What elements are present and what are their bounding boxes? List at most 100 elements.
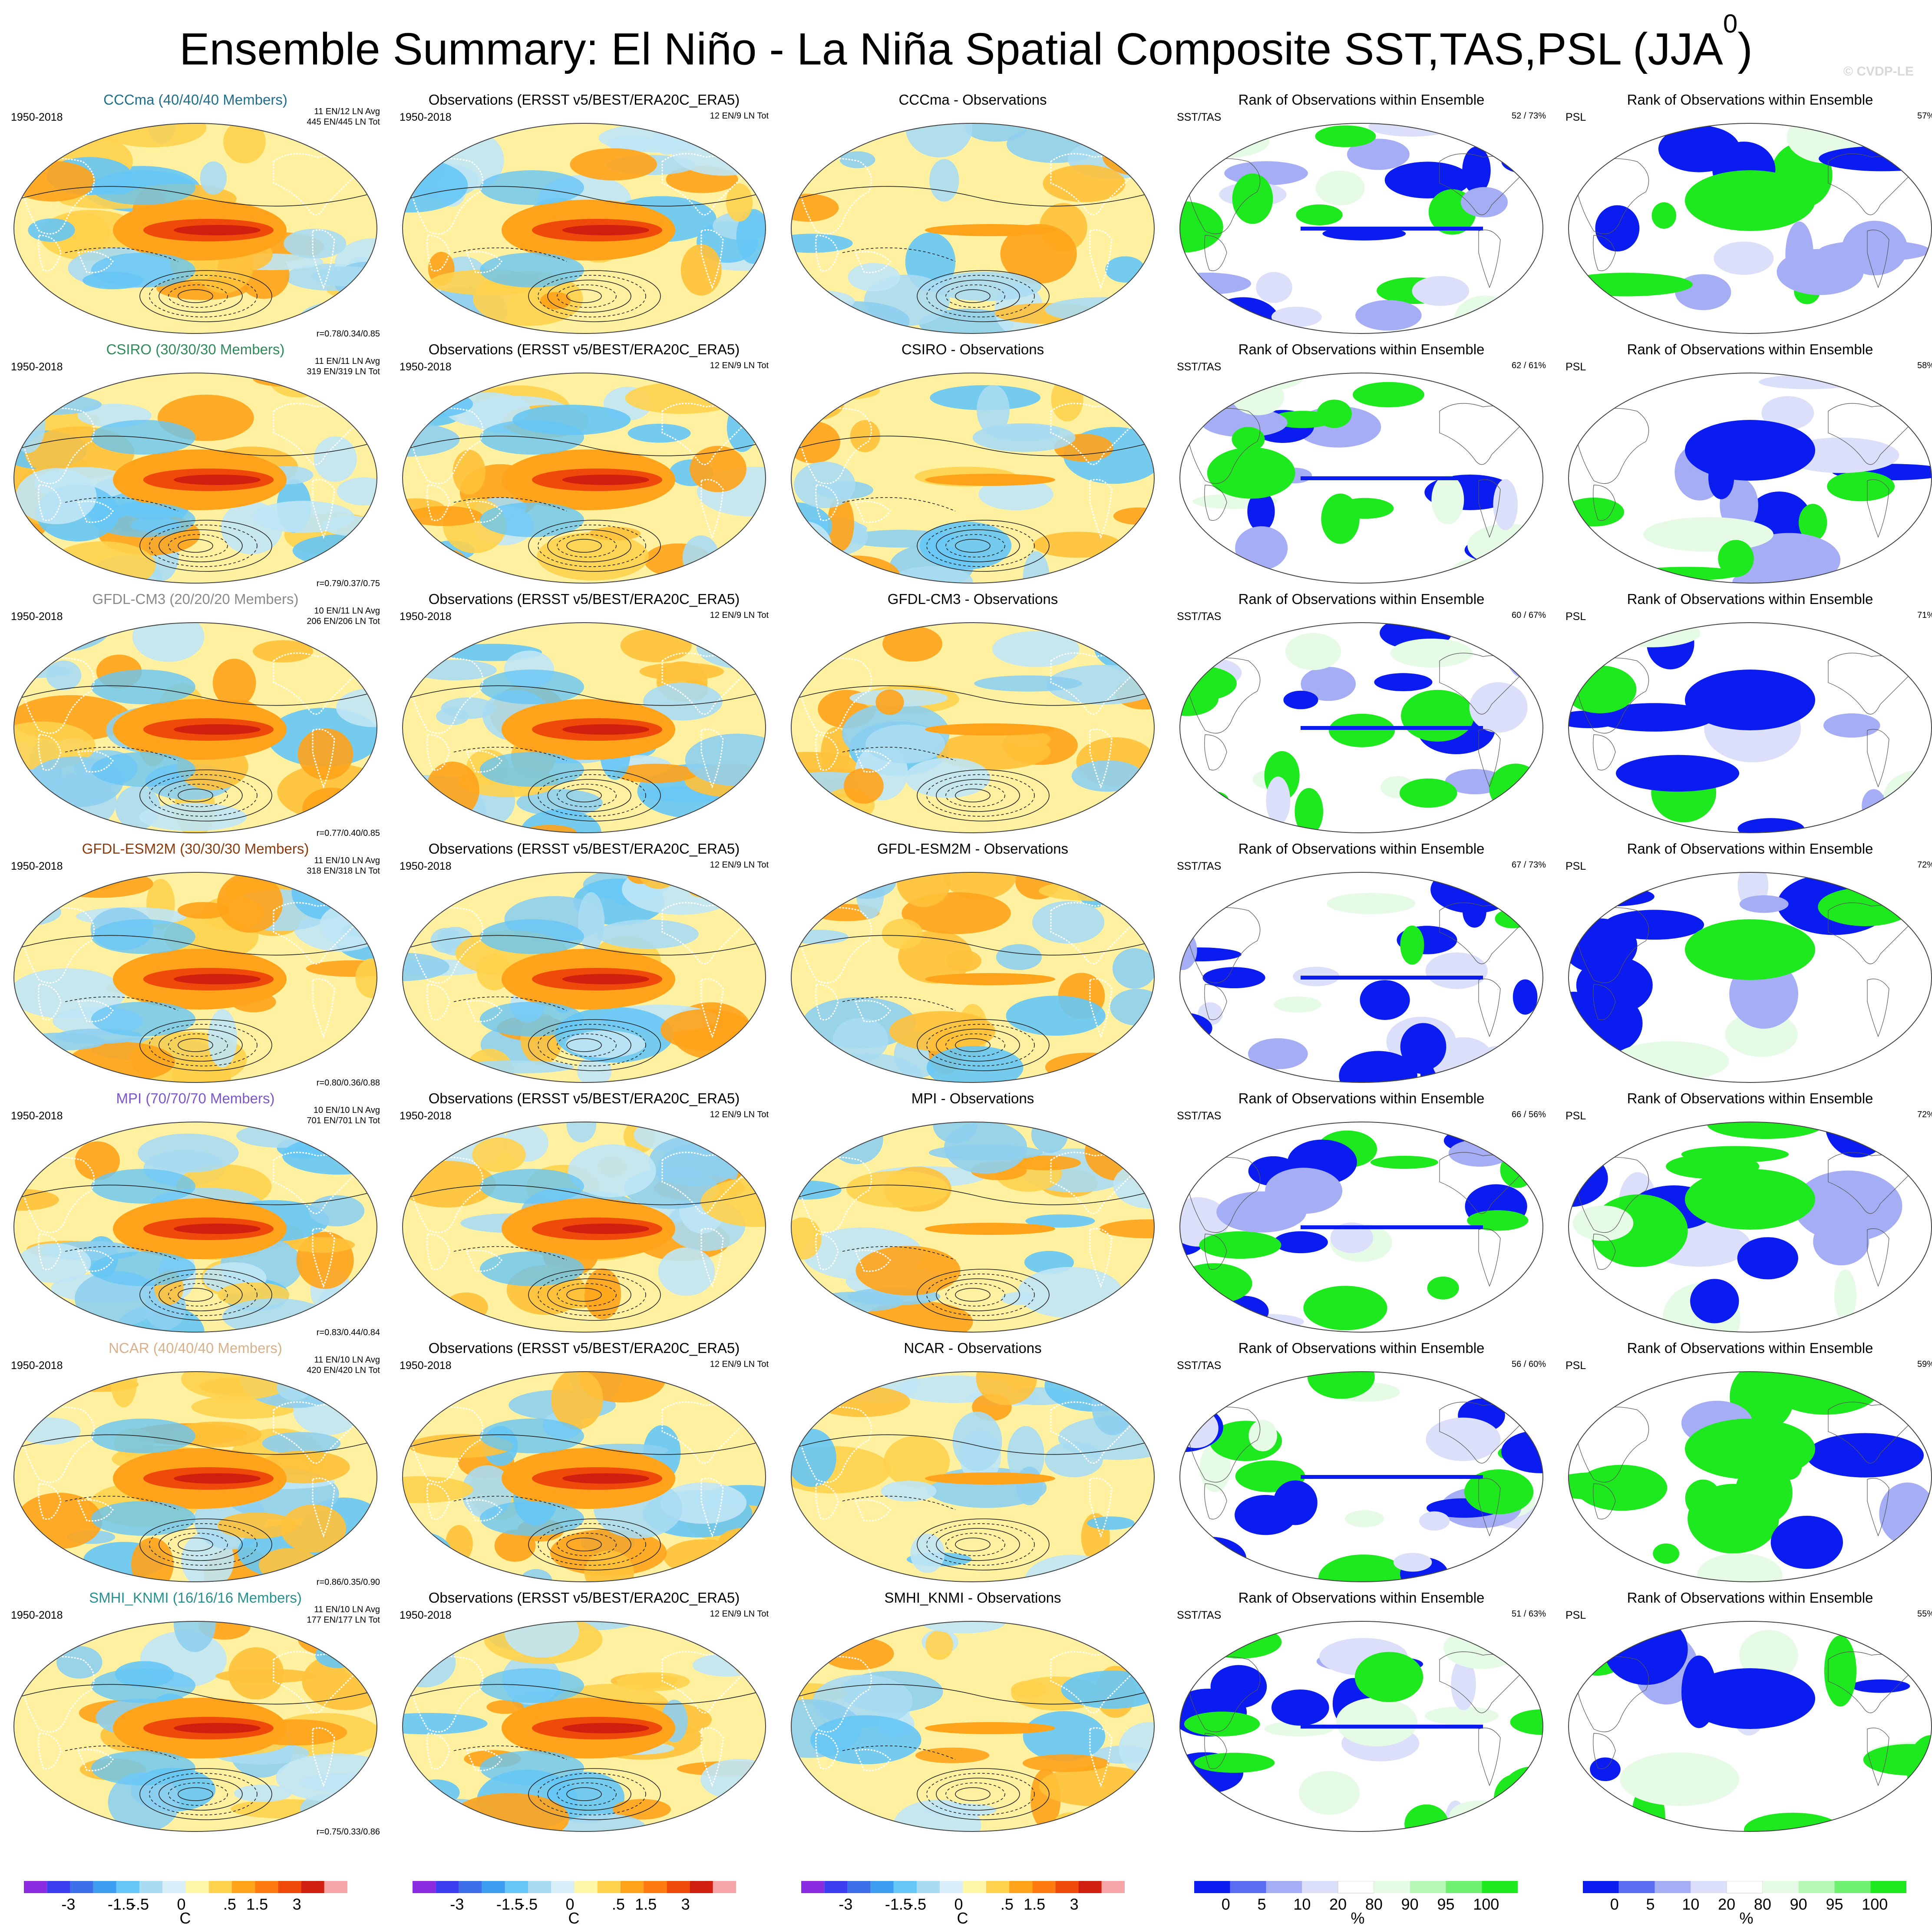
land-outline [426,1732,450,1769]
psl-contour [403,1434,766,1455]
pattern-correlation-label: r=0.86/0.35/0.90 [316,1577,380,1587]
rank-blob [1739,1630,1798,1681]
anomaly-blob [929,159,959,202]
rank-blob [1569,799,1624,820]
anomaly-blob [974,675,1082,692]
psl-contour [168,784,228,807]
land-outline [1478,229,1501,288]
rank-blob [1404,1804,1449,1831]
land-outline [815,1732,839,1769]
rank-blob [1192,791,1229,808]
anomaly-blob [403,1713,488,1735]
psl-contour [538,275,646,317]
colorbar-swatch [1834,1881,1871,1893]
psl-contour [926,525,1035,567]
map-field [14,872,377,1082]
rank-blob [1863,1744,1932,1776]
rank-blob [1469,682,1528,733]
rank-blob [1651,202,1676,229]
land-outline [410,1656,484,1733]
anomaly-blob [972,423,1076,452]
globe-map [13,1620,378,1832]
globe-svg [13,622,377,833]
rank-percentage: 55% [1917,1609,1932,1619]
globe-svg [13,1621,377,1832]
anomaly-blob [75,1141,120,1181]
psl-contour [139,769,272,822]
panel-title: Rank of Observations within Ensemble [1238,341,1485,357]
colorbar-tick-label: .5 [611,1895,625,1913]
globe-map [1568,622,1932,834]
map-field [791,123,1154,333]
anomaly-blob [403,373,453,401]
map-field [403,1621,766,1831]
psl-contour [403,935,766,956]
land-outline [38,1732,62,1769]
anomaly-blob [977,385,1010,435]
rank-blob [1360,980,1410,1020]
globe-border [402,872,766,1083]
rank-blob [1180,1536,1216,1578]
psl-contour [528,1019,661,1071]
rank-blob [1590,1757,1621,1782]
land-outline [1867,1478,1889,1537]
colorbar-swatches [801,1881,1125,1893]
rank-blob [1506,872,1529,897]
rank-blob [1799,504,1827,541]
rank-blob [1283,690,1318,709]
anomaly-blob [18,1417,81,1445]
rank-blob [1235,526,1288,570]
event-total-label: 177 EN/177 LN Tot [307,1615,380,1625]
globe-map [1179,871,1544,1083]
psl-contour [791,1684,1154,1705]
event-total-label: 420 EN/420 LN Tot [307,1366,380,1375]
globe-map [1179,1371,1544,1583]
globe-map [1179,372,1544,584]
rank-blob [1265,1168,1343,1214]
globe-svg [1568,373,1932,584]
anomaly-blob [658,1573,697,1582]
map-field [403,1122,766,1332]
land-outline [1439,153,1527,215]
anomaly-blob [791,1800,811,1820]
psl-contour [926,1024,1035,1066]
event-total-label: 445 EN/445 LN Tot [307,117,380,127]
land-outline [815,1233,839,1270]
rank-blob [1419,1511,1450,1531]
map-panel-model: NCAR (40/40/40 Members) 1950-2018 11 EN/10… [4,1340,386,1587]
anomaly-blob [439,623,467,643]
land-outline [1828,153,1915,215]
anomaly-blob [726,183,753,222]
anomaly-blob [735,1621,766,1640]
land-outline [798,1656,872,1733]
land-outline [466,1000,502,1023]
globe-svg [1568,1621,1932,1832]
rank-percentage: 59% [1917,1359,1932,1369]
panel-title: CSIRO - Observations [901,341,1044,357]
anomaly-blob [791,123,863,142]
rank-blob [1737,533,1841,583]
map-field [791,623,1154,833]
globe-svg [1568,1371,1932,1582]
period-label: 1950-2018 [400,1609,452,1621]
panel-title: Rank of Observations within Ensemble [1238,591,1485,607]
land-outline [1828,403,1915,465]
land-outline [410,907,484,984]
psl-contour [538,525,646,567]
rank-blob [1685,919,1815,980]
anomaly-blob [472,1137,526,1172]
land-outline [466,1250,502,1272]
rank-blob [1295,788,1323,833]
rank-blob [1201,1625,1282,1659]
land-outline [1576,907,1649,983]
figure-title-text: Ensemble Summary: El Niño - La Niña Spat… [179,24,1723,75]
rank-blob [1315,170,1365,206]
psl-contour [149,1024,258,1066]
panel-title: Rank of Observations within Ensemble [1238,1090,1485,1106]
anomaly-blob [836,623,873,635]
colorbar-swatch [1055,1881,1079,1893]
land-outline [815,234,839,271]
event-counts: 12 EN/9 LN Tot [710,111,769,121]
anomaly-blob [403,1372,491,1387]
anomaly-blob [108,1772,180,1831]
